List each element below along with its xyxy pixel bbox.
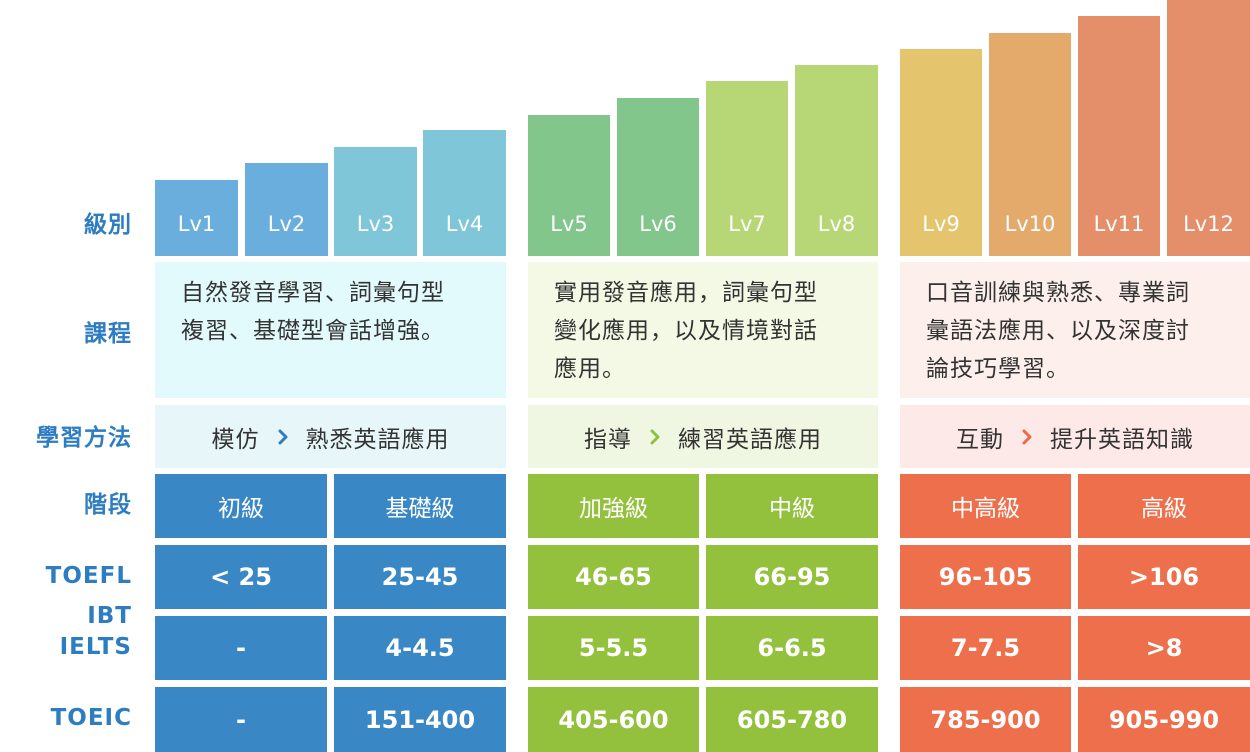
toeic-cell: 905-990 [1078, 687, 1250, 752]
stage-cell: 加強級 [528, 474, 699, 538]
course-line: 實用發音應用，詞彙句型 [554, 280, 818, 306]
method-box-intermediate: 指導 練習英語應用 [528, 405, 878, 468]
method-box-beginner: 模仿 熟悉英語應用 [155, 405, 506, 468]
level-label: Lv4 [445, 212, 484, 236]
course-box-advanced: 口音訓練與熟悉、專業詞 彙語法應用、以及深度討 論技巧學習。 [900, 262, 1250, 398]
row-label-method: 學習方法 [36, 425, 132, 451]
toeic-cell: - [155, 687, 327, 752]
ielts-cell: >8 [1078, 616, 1250, 680]
chevron-right-icon [278, 429, 288, 445]
row-label-level: 級別 [84, 212, 132, 238]
level-bar-7: Lv7 [706, 81, 788, 256]
level-bar-10: Lv10 [989, 33, 1071, 256]
toeic-cell: 151-400 [334, 687, 506, 752]
level-label: Lv6 [639, 212, 677, 236]
method-from: 指導 [584, 426, 632, 453]
level-label: Lv10 [1004, 212, 1056, 236]
toeic-cell: 605-780 [706, 687, 878, 752]
method-from: 互動 [956, 426, 1004, 453]
level-bar-8: Lv8 [795, 65, 878, 256]
row-label-stage: 階段 [84, 492, 132, 518]
level-bar-3: Lv3 [334, 147, 417, 256]
level-label: Lv8 [817, 212, 856, 236]
ielts-cell: 4-4.5 [334, 616, 506, 680]
ielts-cell: 6-6.5 [706, 616, 878, 680]
level-label: Lv5 [550, 212, 588, 236]
level-bar-4: Lv4 [423, 130, 506, 256]
course-line: 變化應用，以及情境對話 [554, 318, 818, 344]
method-to: 熟悉英語應用 [305, 426, 450, 453]
stage-cell: 中高級 [900, 474, 1071, 538]
toefl-cell: >106 [1078, 545, 1250, 609]
level-label: Lv1 [177, 212, 216, 236]
method-to: 提升英語知識 [1050, 426, 1194, 453]
ielts-cell: 7-7.5 [900, 616, 1071, 680]
stage-cell: 高級 [1078, 474, 1250, 538]
level-label: Lv2 [267, 212, 306, 236]
chevron-right-icon [1022, 429, 1032, 445]
chevron-right-icon [650, 429, 660, 445]
level-label: Lv11 [1093, 212, 1145, 236]
ielts-cell: 5-5.5 [528, 616, 699, 680]
level-bar-12: Lv12 [1167, 0, 1250, 256]
level-bar-1: Lv1 [155, 180, 238, 256]
toefl-cell: 66-95 [706, 545, 878, 609]
course-line: 複習、基礎型會話增強。 [181, 318, 445, 344]
toeic-cell: 785-900 [900, 687, 1071, 752]
row-label-ielts: IELTS [59, 634, 132, 660]
level-bar-2: Lv2 [245, 163, 328, 256]
toefl-cell: < 25 [155, 545, 327, 609]
stage-cell: 初級 [155, 474, 327, 538]
level-label: Lv3 [356, 212, 395, 236]
row-label-toeic: TOEIC [50, 705, 132, 731]
course-line: 自然發音學習、詞彙句型 [181, 280, 445, 306]
level-bar-5: Lv5 [528, 115, 610, 256]
method-to: 練習英語應用 [678, 426, 822, 453]
row-label-course: 課程 [84, 321, 132, 347]
level-label: Lv9 [922, 212, 960, 236]
method-box-advanced: 互動 提升英語知識 [900, 405, 1250, 468]
method-from: 模仿 [211, 426, 260, 453]
stage-cell: 基礎級 [334, 474, 506, 538]
course-box-beginner: 自然發音學習、詞彙句型 複習、基礎型會話增強。 [155, 262, 506, 398]
level-bar-6: Lv6 [617, 98, 699, 256]
course-line: 彙語法應用、以及深度討 [926, 318, 1190, 344]
course-line: 論技巧學習。 [926, 356, 1070, 382]
stage-cell: 中級 [706, 474, 878, 538]
level-bar-9: Lv9 [900, 49, 982, 256]
row-label-toefl: TOEFL IBT [45, 563, 132, 629]
level-label: Lv12 [1183, 212, 1234, 236]
toefl-cell: 25-45 [334, 545, 506, 609]
course-line: 應用。 [554, 356, 626, 382]
toeic-cell: 405-600 [528, 687, 699, 752]
level-label: Lv7 [728, 212, 766, 236]
course-line: 口音訓練與熟悉、專業詞 [926, 280, 1190, 306]
course-box-intermediate: 實用發音應用，詞彙句型 變化應用，以及情境對話 應用。 [528, 262, 878, 398]
level-bar-11: Lv11 [1078, 16, 1160, 256]
toefl-cell: 46-65 [528, 545, 699, 609]
toefl-cell: 96-105 [900, 545, 1071, 609]
ielts-cell: - [155, 616, 327, 680]
